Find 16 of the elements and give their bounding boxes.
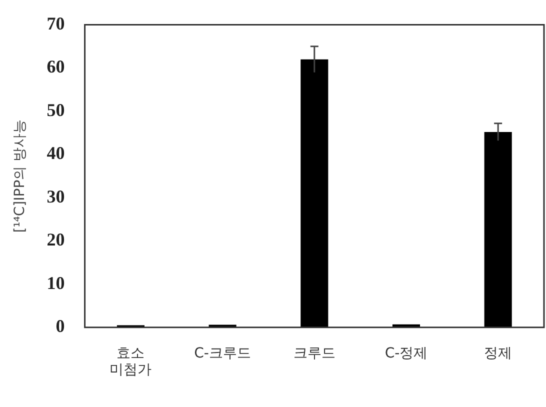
x-tick-label: C-크루드	[194, 345, 251, 362]
x-tick-label: 정제	[484, 345, 512, 362]
x-tick-label: 크루드	[293, 345, 336, 362]
y-tick-label: 70	[46, 13, 65, 34]
x-tick-label: 효소 미첨가	[110, 345, 152, 378]
x-tick-label: C-정제	[384, 345, 428, 362]
y-tick-label: 40	[46, 143, 65, 164]
y-tick-label: 60	[46, 56, 65, 77]
bar	[484, 132, 512, 328]
y-tick-label: 20	[46, 230, 65, 250]
y-tick-label: 30	[46, 186, 65, 206]
y-tick-label: 0	[56, 316, 65, 336]
y-tick-label: 50	[46, 100, 65, 120]
bar	[300, 59, 328, 328]
y-tick-label: 10	[46, 272, 65, 293]
y-axis-title: [¹⁴C]IPP의 방사능	[12, 119, 28, 233]
